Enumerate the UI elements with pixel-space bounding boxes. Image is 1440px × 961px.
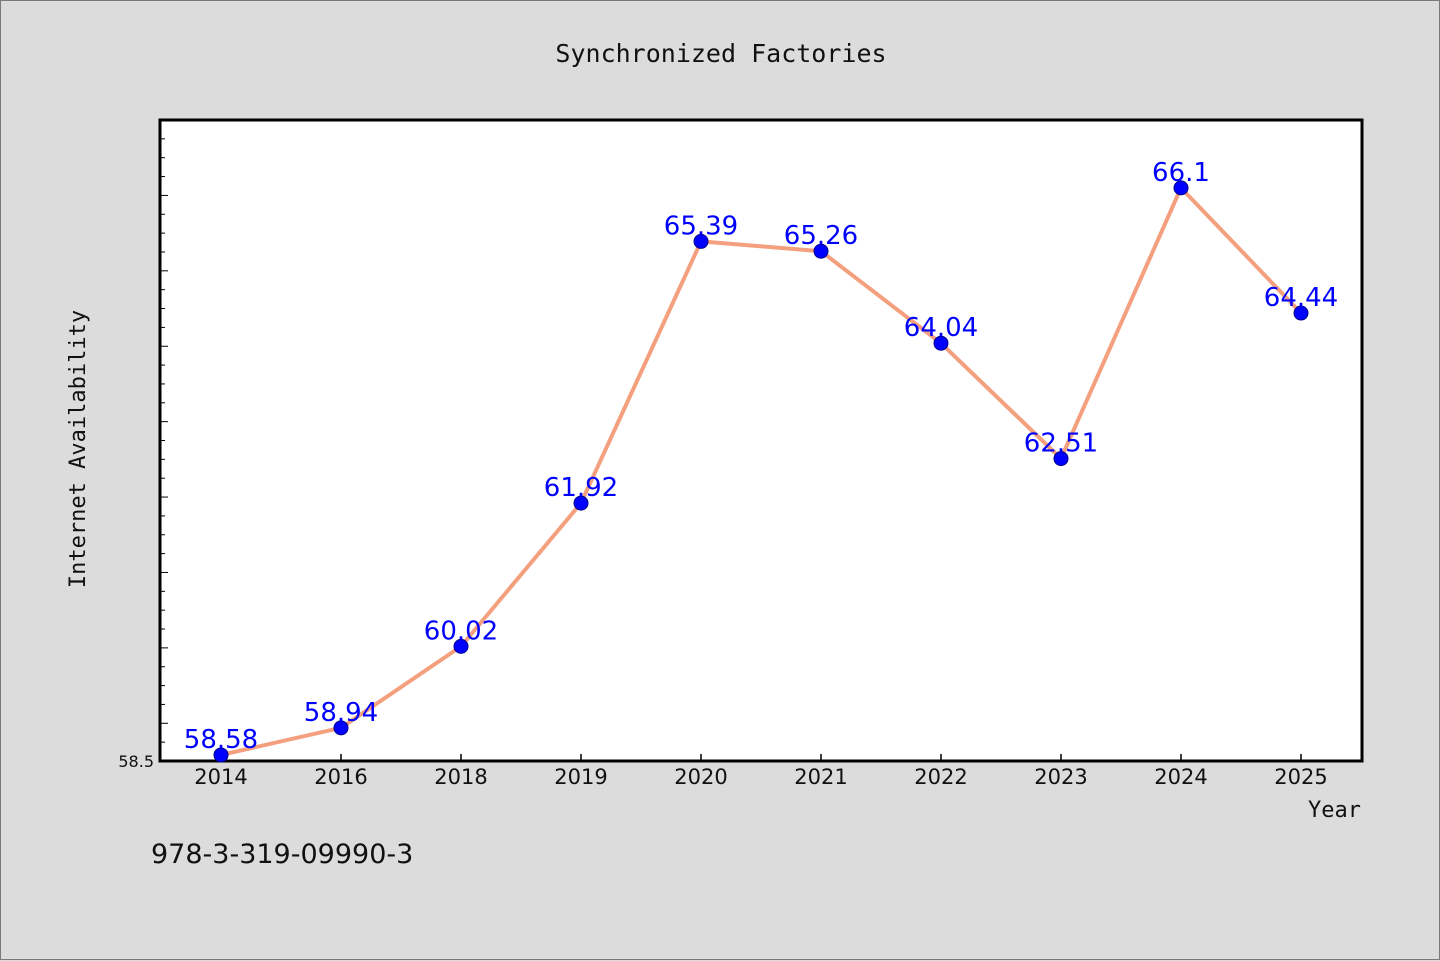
x-tick-label: 2014 xyxy=(194,765,247,789)
x-tick-label: 2025 xyxy=(1274,765,1327,789)
y-tick-label: 58.5 xyxy=(118,752,154,771)
data-label: 64.44 xyxy=(1264,283,1338,313)
isbn-footer: 978-3-319-09990-3 xyxy=(151,839,413,870)
x-axis-ticks: 2014 2016 2018 2019 2020 2021 2022 2023 2024 2025 xyxy=(194,754,1328,789)
chart-title: Synchronized Factories xyxy=(555,39,886,68)
data-label: 64.04 xyxy=(904,313,978,343)
data-label: 65.39 xyxy=(664,211,738,241)
data-point xyxy=(1173,180,1189,196)
x-tick-label: 2021 xyxy=(794,765,847,789)
y-axis-ticks: 58.5 xyxy=(118,119,168,771)
x-tick-label: 2022 xyxy=(914,765,967,789)
plot-area xyxy=(158,118,1364,763)
x-tick-label: 2019 xyxy=(554,765,607,789)
data-label: 62.51 xyxy=(1024,429,1098,459)
data-label: 58.58 xyxy=(184,725,258,755)
data-point xyxy=(813,243,829,259)
data-point xyxy=(693,233,709,249)
data-point xyxy=(213,747,229,763)
data-point xyxy=(1053,451,1069,467)
x-tick-label: 2018 xyxy=(434,765,487,789)
data-point xyxy=(933,335,949,351)
data-point xyxy=(333,720,349,736)
x-axis-label: Year xyxy=(1308,798,1361,823)
data-point xyxy=(573,495,589,511)
data-point xyxy=(453,638,469,654)
data-label: 60.02 xyxy=(424,616,498,646)
y-axis-label: Internet Availability xyxy=(66,310,91,588)
data-point xyxy=(1293,305,1309,321)
data-label: 66.1 xyxy=(1152,158,1210,188)
x-tick-label: 2020 xyxy=(674,765,727,789)
x-tick-label: 2024 xyxy=(1154,765,1207,789)
data-labels: 58.58 58.94 60.02 61.92 65.39 65.26 64.04 62.51… xyxy=(184,158,1338,755)
data-label: 58.94 xyxy=(304,698,378,728)
data-label: 65.26 xyxy=(784,221,858,251)
x-tick-label: 2016 xyxy=(314,765,367,789)
data-markers xyxy=(213,180,1309,763)
series-line xyxy=(220,185,1303,757)
data-label: 61.92 xyxy=(544,473,618,503)
x-tick-label: 2023 xyxy=(1034,765,1087,789)
